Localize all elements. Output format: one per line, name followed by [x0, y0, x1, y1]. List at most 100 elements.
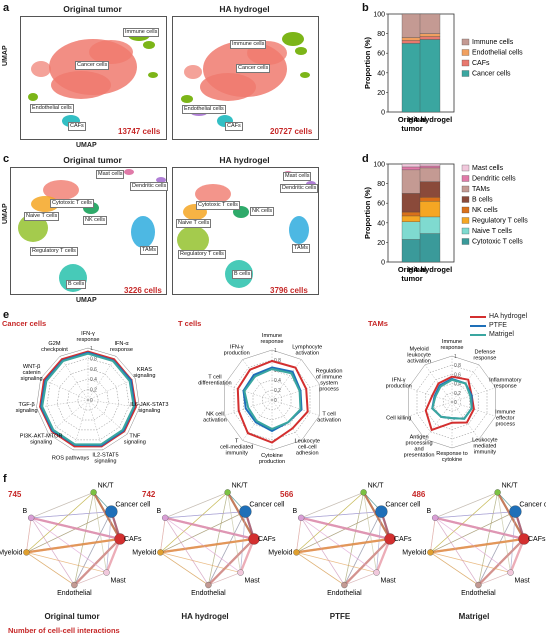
- radar-cancer-scale-label: 0.6: [90, 367, 97, 373]
- chart-b-legend-label: Cancer cells: [472, 71, 511, 78]
- umap-a-right-label-endothelial: Endothelial cells: [182, 105, 226, 114]
- network-edge: [301, 492, 364, 519]
- network-edge: [164, 517, 209, 586]
- network-edge: [74, 511, 112, 586]
- umap-a-right-count: 20727 cells: [270, 127, 313, 136]
- network-node-endothelial: [341, 581, 348, 589]
- chart-d-xtick-label: Original: [398, 265, 426, 274]
- chart-b-ylabel: Proportion (%): [363, 36, 372, 89]
- network-edge: [343, 538, 391, 586]
- umap-a-label-immune: Immune cells: [123, 28, 160, 37]
- umap-a-hydrogel: [172, 16, 319, 140]
- chart-b-ytick-label: 20: [377, 90, 385, 97]
- umap-a-left-title: Original tumor: [63, 4, 122, 14]
- network-edge: [26, 552, 107, 573]
- network-edge: [509, 538, 526, 573]
- radar-tams-scale-label: 0.8: [454, 363, 461, 369]
- chart-d-bar-b-cells: [401, 193, 423, 213]
- radar-t-axis-label: T cell activation: [317, 412, 341, 424]
- radar-t-scale-label: 0: [274, 398, 277, 404]
- radar-cancer-spoke: [59, 356, 89, 401]
- umap-c-label-b: B cells: [66, 280, 87, 289]
- chart-d-legend-label: TAMs: [472, 186, 490, 193]
- radar-tams-spoke: [408, 401, 453, 417]
- network-node-label: Myeloid: [0, 549, 23, 556]
- radar-cancer-scale-label: 0.2: [90, 388, 97, 394]
- umap-c-right-label-b: B cells: [232, 270, 253, 279]
- radar-tams-axis-label: Immune response: [440, 339, 463, 351]
- network-node-label: Mast: [381, 578, 396, 585]
- chart-d-bar-tams: [401, 169, 423, 194]
- chart-d-bar-cytotoxic-t-cells: [401, 239, 423, 263]
- chart-d-bar-b-cells: [419, 181, 441, 198]
- umap-c-label-regulatory: Regulatory T cells: [30, 247, 78, 256]
- network-edge: [240, 511, 246, 573]
- chart-b-ytick-label: 60: [377, 51, 385, 58]
- network-node-myeloid: [23, 549, 30, 556]
- network-node-nk-t: [90, 489, 97, 496]
- network-edge: [26, 537, 121, 554]
- radar-t-spoke: [271, 359, 302, 401]
- legend-e-swatch-matrigel: [470, 333, 486, 336]
- chart-d-bar-regulatory-t-cells: [419, 201, 441, 218]
- chart-d-bar-naive-t-cells: [401, 221, 423, 240]
- network-edge: [74, 492, 94, 586]
- radar-cancer-spoke: [73, 399, 89, 450]
- network-node-cafs: [114, 533, 126, 545]
- chart-b-xtick-label: tumor: [401, 124, 422, 133]
- chart-d-legend-label: Regulatory T cells: [472, 218, 528, 225]
- radar-cancer-grid: [67, 378, 109, 421]
- panel-letter-c: c: [3, 153, 10, 165]
- radar-cancer-scale-label: 0: [90, 398, 93, 404]
- network-edge: [434, 516, 525, 541]
- radar-tams-axis-label: Response to cytokine: [436, 451, 467, 463]
- network-edge: [74, 572, 107, 586]
- network-node-endothelial: [71, 581, 78, 589]
- radar-t-spoke: [271, 399, 302, 441]
- chart-b-xtick-label: Original: [398, 115, 426, 124]
- chart-b-bar-endothelial-cells: [419, 33, 441, 37]
- legend-e-label-ha: HA hydrogel: [489, 313, 528, 320]
- network-edge: [497, 492, 511, 573]
- radar-cancer-axis-label: IFN-α response: [110, 341, 133, 353]
- radar-cancer-axis-label: WNT-β catenin signaling: [21, 364, 43, 382]
- network-node-label: Cancer cell: [385, 502, 420, 509]
- umap-c-xlabel: UMAP: [76, 297, 97, 304]
- radar-tams-axis-label: IFN-γ production: [386, 378, 412, 390]
- radar-tams: 0 0.2 0.4 0.6 0.8 1 Immune response Defense respo…: [386, 339, 522, 463]
- radar-cancer: 0 0.2 0.4 0.6 0.8 1 IFN-γ response IFN-α response…: [16, 331, 169, 464]
- network-edge: [296, 552, 345, 586]
- network-node-mast: [237, 569, 244, 576]
- network-node-label: Cancer cell: [249, 502, 284, 509]
- chart-b-ytick-label: 80: [377, 31, 385, 38]
- network-edge: [160, 517, 166, 553]
- chart-d-legend-swatch: [461, 227, 470, 235]
- network-node-cancer-cell: [105, 505, 118, 518]
- radar-t-scale-label: 0.2: [274, 388, 281, 394]
- network-node-myeloid: [157, 549, 164, 556]
- network-node-label: B: [23, 508, 28, 515]
- umap-a-xlabel: UMAP: [76, 142, 97, 149]
- legend-e-item: PTFE: [470, 321, 546, 330]
- umap-c-label-naive: Naive T cells: [24, 212, 60, 221]
- umap-c-label-tams: TAMs: [140, 246, 158, 255]
- panel-letter-a: a: [3, 2, 10, 14]
- network-edge: [430, 537, 525, 554]
- chart-d-ytick-label: 60: [377, 201, 385, 208]
- chart-d-legend-swatch: [461, 185, 470, 193]
- chart-b-legend-label: Endothelial cells: [472, 50, 523, 57]
- network-edge: [93, 492, 107, 573]
- network-edge: [375, 538, 392, 573]
- network-edge: [160, 552, 241, 573]
- radar-tams-axis-label: Myeloid leukocyte activation: [407, 347, 431, 365]
- umap-c-right-label-regulatory: Regulatory T cells: [178, 250, 226, 259]
- network-node-mast: [507, 569, 514, 576]
- network-node-endothelial: [475, 581, 482, 589]
- radar-tams-axis-label: Cell killing: [386, 415, 411, 421]
- network-node-cancer-cell: [239, 505, 252, 518]
- umap-a-ylabel: UMAP: [2, 45, 9, 66]
- radar-cancer-axis-label: ROS pathways: [52, 455, 90, 461]
- chart-d-legend-swatch: [461, 175, 470, 182]
